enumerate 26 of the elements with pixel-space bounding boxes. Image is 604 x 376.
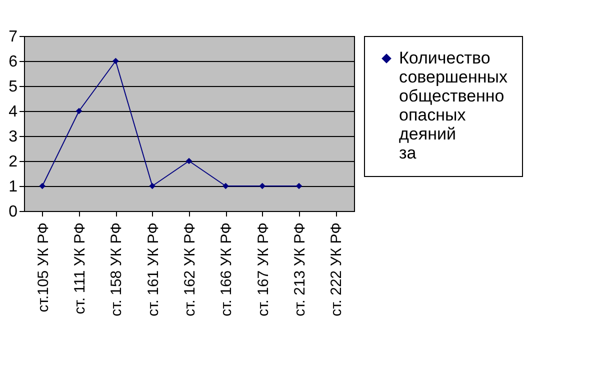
- y-tick-label: 2: [8, 154, 18, 170]
- point: [39, 182, 46, 190]
- legend-label: Количество совершенных общественно опасных деяний за: [399, 48, 508, 162]
- x-tick-label: ст. 166 УК РФ: [218, 222, 236, 316]
- y-tick-label: 0: [8, 204, 18, 220]
- x-tick-label: ст. 162 УК РФ: [182, 222, 198, 316]
- point: [76, 108, 82, 114]
- y-tick-label: 6: [8, 54, 18, 70]
- point: [112, 58, 119, 64]
- x-tick-label: ст. 161 УК РФ: [144, 222, 162, 316]
- x-tick-label: ст. 222 УК РФ: [328, 222, 346, 316]
- point: [222, 182, 229, 190]
- y-tick-label: 1: [8, 178, 18, 196]
- point: [296, 182, 302, 190]
- x-tick-label: ст.105 УК РФ: [34, 222, 52, 312]
- x-tick-label: ст. 158 УК РФ: [108, 222, 126, 316]
- y-tick-label: 4: [8, 104, 18, 120]
- point: [186, 158, 192, 164]
- point: [149, 182, 156, 190]
- x-tick-label: ст. 213 УК РФ: [292, 222, 308, 316]
- x-tick-label: ст. 111 УК РФ: [72, 222, 88, 314]
- y-tick-label: 3: [8, 128, 18, 146]
- point: [259, 182, 266, 190]
- y-tick-label: 5: [8, 78, 18, 96]
- x-tick-label: ст. 167 УК РФ: [254, 222, 272, 316]
- y-tick-label: 7: [8, 28, 18, 46]
